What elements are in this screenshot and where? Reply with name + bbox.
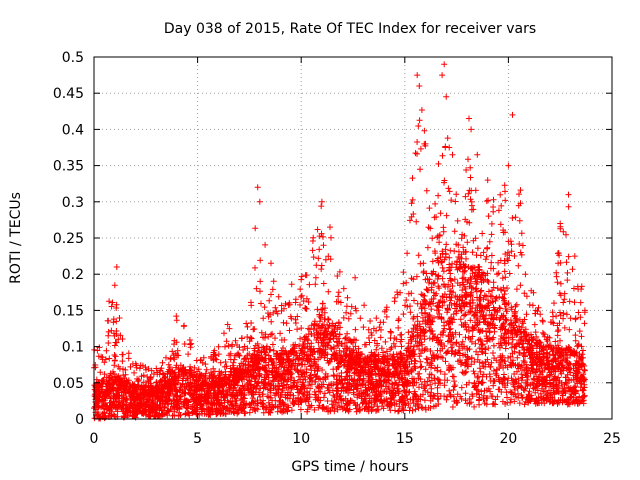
y-tick-label: 0.15	[53, 303, 84, 319]
x-tick-label: 20	[499, 431, 517, 447]
y-tick-label: 0.1	[62, 340, 84, 356]
y-tick-label: 0.45	[53, 86, 84, 102]
x-tick-label: 5	[193, 431, 202, 447]
chart-title: Day 038 of 2015, Rate Of TEC Index for r…	[164, 21, 536, 37]
x-tick-label: 10	[292, 431, 310, 447]
y-tick-label: 0	[75, 412, 84, 428]
data-points	[91, 61, 588, 422]
grid-lines	[94, 57, 612, 419]
y-tick-label: 0.5	[62, 50, 84, 66]
x-axis-label: GPS time / hours	[291, 459, 408, 475]
axis-ticks	[93, 56, 613, 420]
x-tick-label: 15	[396, 431, 414, 447]
x-tick-label: 0	[90, 431, 99, 447]
x-tick-labels: 0 5 10 15 20 25	[90, 431, 621, 447]
roti-markers	[91, 61, 588, 422]
y-tick-label: 0.25	[53, 231, 84, 247]
y-tick-label: 0.4	[62, 122, 84, 138]
y-tick-label: 0.05	[53, 376, 84, 392]
x-tick-label: 25	[603, 431, 621, 447]
y-tick-label: 0.3	[62, 195, 84, 211]
y-tick-label: 0.2	[62, 267, 84, 283]
y-tick-label: 0.35	[53, 159, 84, 175]
y-tick-labels: 0 0.05 0.1 0.15 0.2 0.25 0.3 0.35 0.4 0.45 0.5	[53, 50, 84, 428]
y-axis-label: ROTI / TECUs	[8, 192, 24, 284]
